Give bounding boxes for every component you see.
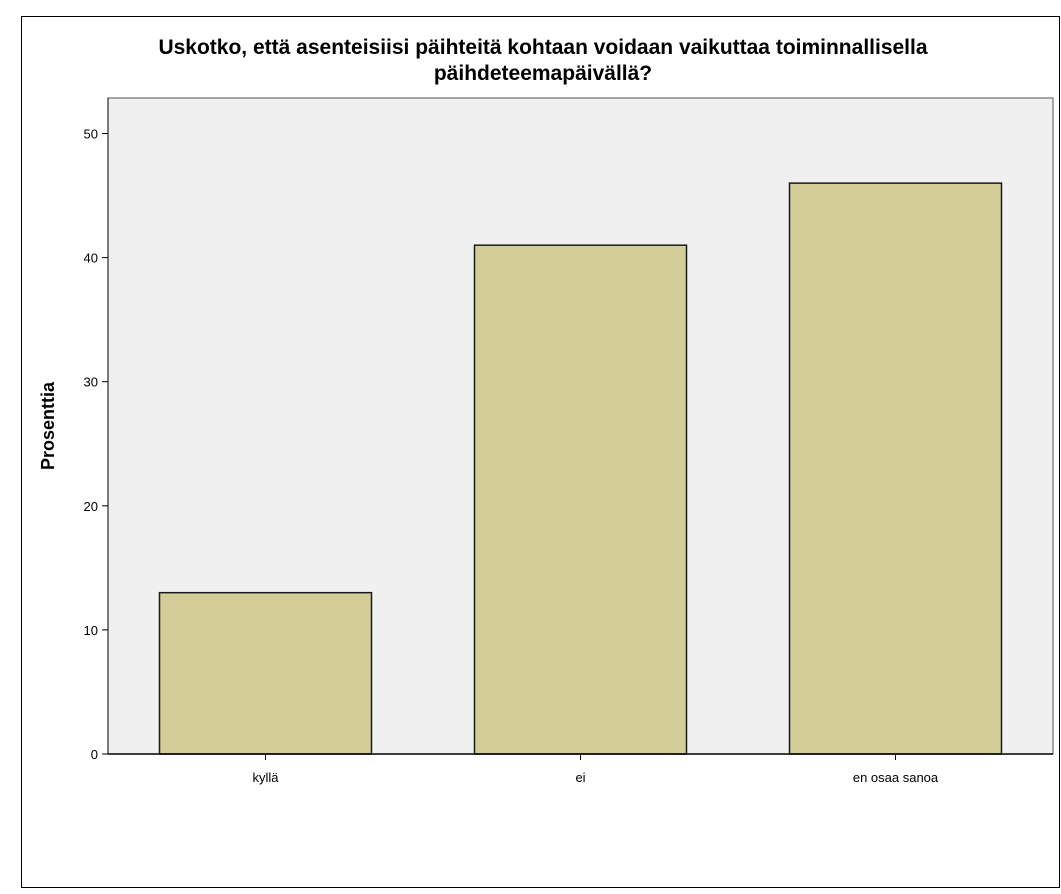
y-tick-label: 10 bbox=[84, 623, 98, 638]
x-category-label: ei bbox=[575, 770, 585, 785]
y-axis-title: Prosenttia bbox=[38, 381, 58, 470]
bar-series bbox=[158, 182, 1003, 755]
chart-title-line-1: Uskotko, että asenteisiisi päihteitä koh… bbox=[158, 36, 927, 59]
y-axis-ticks: 0 10 20 30 40 50 bbox=[84, 127, 108, 762]
y-tick-label: 50 bbox=[84, 127, 98, 142]
bar-kyllä bbox=[158, 591, 373, 755]
bar-ei bbox=[473, 244, 688, 755]
bar-en-osaa-sanoa bbox=[788, 182, 1003, 755]
x-category-label: en osaa sanoa bbox=[853, 770, 939, 785]
chart-title-line-2: päihdeteemapäivällä? bbox=[434, 62, 652, 85]
x-category-label: kyllä bbox=[252, 770, 279, 785]
y-tick-label: 0 bbox=[91, 747, 98, 762]
y-tick-label: 40 bbox=[84, 251, 98, 266]
y-tick-label: 20 bbox=[84, 499, 98, 514]
y-tick-label: 30 bbox=[84, 375, 98, 390]
x-axis-labels: kyllä ei en osaa sanoa bbox=[252, 754, 939, 785]
